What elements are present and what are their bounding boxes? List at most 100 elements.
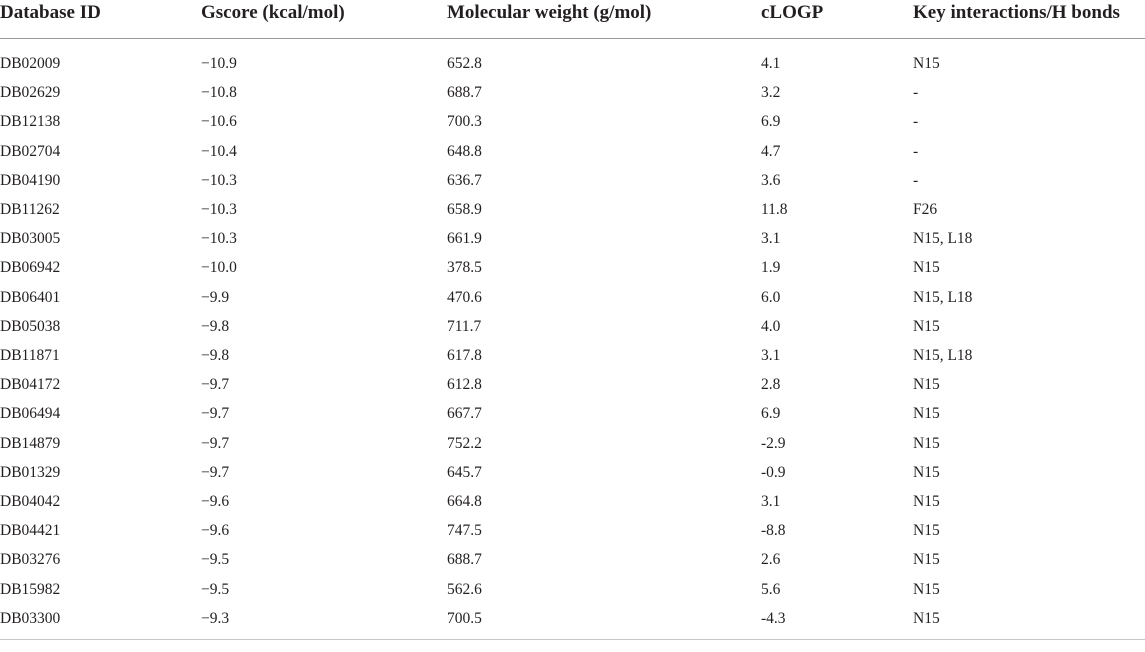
cell-clogp: 4.7 [761,142,781,160]
table-row: DB04172 −9.7 612.8 2.8 N15 [0,370,1145,399]
cell-database-id: DB06494 [0,405,61,423]
cell-clogp: -0.9 [761,463,786,481]
table-row: DB04421 −9.6 747.5 -8.8 N15 [0,516,1145,545]
cell-clogp: 6.9 [761,405,781,423]
cell-gscore: −9.5 [201,551,230,569]
cell-molecular-weight: 752.2 [447,434,482,452]
table-row: DB02009 −10.9 652.8 4.1 N15 [0,39,1145,79]
cell-molecular-weight: 747.5 [447,522,482,540]
cell-gscore: −9.8 [201,317,230,335]
cell-key-interactions: - [913,171,919,189]
cell-gscore: −10.9 [201,55,237,72]
table-row: DB06494 −9.7 667.7 6.9 N15 [0,399,1145,428]
header-molecular-weight: Molecular weight (g/mol) [447,0,761,39]
cell-clogp: 6.9 [761,113,781,131]
cell-molecular-weight: 648.8 [447,142,482,160]
cell-database-id: DB12138 [0,113,61,131]
cell-database-id: DB03005 [0,230,61,248]
cell-clogp: 3.1 [761,347,781,365]
cell-gscore: −9.6 [201,522,230,540]
cell-clogp: -2.9 [761,434,786,452]
table-row: DB03300 −9.3 700.5 -4.3 N15 [0,603,1145,641]
cell-key-interactions: N15 [913,55,940,72]
cell-gscore: −9.7 [201,434,230,452]
cell-clogp: 6.0 [761,288,781,306]
cell-molecular-weight: 652.8 [447,55,482,72]
cell-key-interactions: F26 [913,201,938,219]
header-key-interactions: Key interactions/H bonds [913,0,1145,39]
cell-clogp: 5.6 [761,580,781,598]
cell-gscore: −10.8 [201,84,237,102]
cell-key-interactions: N15 [913,603,1145,641]
cell-gscore: −10.6 [201,113,237,131]
cell-molecular-weight: 688.7 [447,551,482,569]
cell-database-id: DB04172 [0,376,61,394]
cell-clogp: -4.3 [761,603,913,641]
cell-gscore: −9.3 [201,603,447,641]
cell-key-interactions: N15 [913,551,940,569]
cell-key-interactions: N15 [913,376,940,394]
cell-clogp: 11.8 [761,201,788,219]
cell-clogp: -8.8 [761,522,786,540]
cell-molecular-weight: 711.7 [447,317,482,335]
cell-clogp: 1.9 [761,259,781,277]
cell-database-id: DB01329 [0,463,61,481]
cell-key-interactions: N15, L18 [913,288,973,306]
table-body: DB02009 −10.9 652.8 4.1 N15 DB02629 −10.8 688.7… [0,39,1145,641]
cell-key-interactions: N15, L18 [913,230,973,248]
cell-key-interactions: N15 [913,522,940,540]
cell-database-id: DB02009 [0,55,61,72]
cell-gscore: −9.9 [201,288,230,306]
table-row: DB11262 −10.3 658.9 11.8 F26 [0,195,1145,224]
table-row: DB06942 −10.0 378.5 1.9 N15 [0,253,1145,282]
cell-molecular-weight: 658.9 [447,201,482,219]
cell-database-id: DB06401 [0,288,61,306]
cell-key-interactions: N15 [913,463,940,481]
cell-clogp: 4.0 [761,317,781,335]
cell-database-id: DB04421 [0,522,61,540]
cell-clogp: 4.1 [761,55,781,72]
cell-molecular-weight: 664.8 [447,493,482,511]
cell-clogp: 3.6 [761,171,781,189]
cell-database-id: DB06942 [0,259,61,277]
cell-molecular-weight: 470.6 [447,288,482,306]
cell-key-interactions: N15 [913,405,940,423]
cell-molecular-weight: 636.7 [447,171,482,189]
table-row: DB03276 −9.5 688.7 2.6 N15 [0,545,1145,574]
cell-database-id: DB03276 [0,551,61,569]
table-row: DB04190 −10.3 636.7 3.6 - [0,166,1145,195]
cell-molecular-weight: 700.3 [447,113,482,131]
cell-database-id: DB02629 [0,84,61,102]
cell-database-id: DB14879 [0,434,61,452]
table-header: Database ID Gscore (kcal/mol) Molecular … [0,0,1145,39]
cell-clogp: 2.8 [761,376,781,394]
cell-gscore: −10.3 [201,201,237,219]
cell-molecular-weight: 562.6 [447,580,482,598]
header-row: Database ID Gscore (kcal/mol) Molecular … [0,0,1145,39]
table-row: DB05038 −9.8 711.7 4.0 N15 [0,312,1145,341]
cell-database-id: DB11262 [0,201,60,219]
cell-key-interactions: - [913,84,919,102]
cell-clogp: 2.6 [761,551,781,569]
cell-key-interactions: N15 [913,434,940,452]
cell-molecular-weight: 667.7 [447,405,482,423]
cell-gscore: −9.7 [201,376,230,394]
cell-molecular-weight: 378.5 [447,259,482,277]
cell-database-id: DB11871 [0,347,60,365]
cell-gscore: −9.8 [201,347,230,365]
cell-gscore: −9.7 [201,463,230,481]
cell-key-interactions: N15 [913,317,940,335]
table-row: DB04042 −9.6 664.8 3.1 N15 [0,487,1145,516]
cell-molecular-weight: 688.7 [447,84,482,102]
cell-database-id: DB03300 [0,603,201,641]
table-row: DB02704 −10.4 648.8 4.7 - [0,137,1145,166]
cell-gscore: −10.3 [201,230,237,248]
cell-key-interactions: N15 [913,493,940,511]
cell-gscore: −9.5 [201,580,230,598]
cell-molecular-weight: 645.7 [447,463,482,481]
header-database-id: Database ID [0,0,201,39]
table-row: DB12138 −10.6 700.3 6.9 - [0,107,1145,136]
cell-molecular-weight: 617.8 [447,347,482,365]
header-clogp: cLOGP [761,0,913,39]
